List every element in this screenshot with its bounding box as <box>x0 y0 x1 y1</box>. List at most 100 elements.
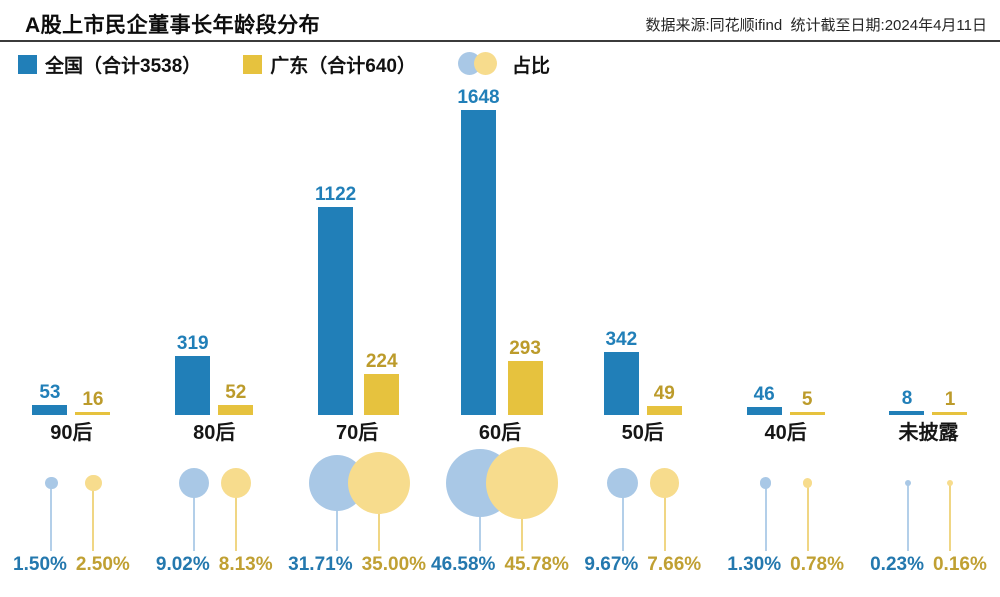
pct-pair: 1.30% 0.78% <box>714 552 857 578</box>
guangdong-bar-group: 224 <box>364 350 400 415</box>
pct-pair: 9.02% 8.13% <box>143 552 286 578</box>
national-bar <box>175 355 211 415</box>
national-bubble <box>45 476 58 490</box>
national-pct-label: 9.02% <box>155 554 210 575</box>
guangdong-value-label: 16 <box>82 389 104 410</box>
guangdong-bubble <box>486 447 558 519</box>
guangdong-value-label: 224 <box>365 350 398 372</box>
guangdong-bubble <box>85 474 102 492</box>
category-column: 46 5 40后 1.30% 0.78% <box>714 85 857 578</box>
national-bar-group: 342 <box>603 328 639 415</box>
national-bar <box>889 411 925 415</box>
national-bar <box>32 405 68 415</box>
category-label: 60后 <box>478 421 522 444</box>
guangdong-pct-label: 45.78% <box>504 554 569 575</box>
guangdong-value-label: 52 <box>225 382 247 404</box>
guangdong-bar-group: 293 <box>507 338 543 415</box>
national-bar <box>603 351 639 415</box>
guangdong-bubble-stem <box>92 483 95 551</box>
category-column: 1122 224 70后 31.71% 35.00% <box>286 85 429 578</box>
national-bubble-stem <box>764 483 767 551</box>
bubble-pair <box>429 445 572 552</box>
bar-pair: 1122 224 <box>286 85 429 415</box>
national-value-label: 319 <box>176 332 209 354</box>
bar-pair: 319 52 <box>143 85 286 415</box>
legend-item-national: 全国（合计3538） <box>18 51 201 78</box>
guangdong-bar-group: 52 <box>218 382 254 415</box>
national-value-label: 1122 <box>314 184 357 206</box>
legend: 全国（合计3538） 广东（合计640） 占比 <box>18 51 1000 78</box>
national-bubble-stem <box>621 483 624 551</box>
national-swatch-icon <box>18 54 37 74</box>
bubble-pair <box>571 445 714 552</box>
national-pct-label: 1.50% <box>13 554 67 575</box>
bubble-pair <box>714 445 857 552</box>
guangdong-pct-label: 0.16% <box>932 554 987 575</box>
bubble-pair <box>286 445 429 552</box>
national-value-label: 1648 <box>457 87 500 108</box>
category-column: 342 49 50后 9.67% 7.66% <box>571 85 714 578</box>
national-bar-group: 1648 <box>457 87 500 415</box>
national-value-label: 53 <box>39 382 61 404</box>
legend-label-guangdong: 广东（合计640） <box>270 55 416 77</box>
guangdong-pct-label: 8.13% <box>218 554 273 575</box>
guangdong-bar-group: 5 <box>789 389 825 415</box>
national-bubble <box>607 467 639 499</box>
guangdong-pct-label: 7.66% <box>647 554 702 575</box>
guangdong-bar <box>646 405 682 415</box>
category-label: 80后 <box>193 421 236 444</box>
bubble-pair <box>0 445 143 552</box>
header: A股上市民企董事长年龄段分布 数据来源:同花顺ifind 统计截至日期:2024… <box>0 0 1000 42</box>
bubble-pair <box>143 445 286 552</box>
national-bubble-stem <box>193 483 196 551</box>
category-label: 40后 <box>764 421 807 444</box>
national-bubble-stem <box>478 483 481 551</box>
pct-pair: 1.50% 2.50% <box>0 552 143 578</box>
national-bubble-stem <box>50 483 53 551</box>
bar-pair: 8 1 <box>857 85 1000 415</box>
national-bubble <box>759 477 772 489</box>
national-value-label: 46 <box>753 383 775 405</box>
national-bar <box>460 110 496 415</box>
guangdong-bubble <box>650 468 680 498</box>
bar-pair: 1648 293 <box>429 85 572 415</box>
pct-pair: 0.23% 0.16% <box>857 552 1000 578</box>
age-distribution-chart: 53 16 90后 1.50% 2.50% 319 <box>0 85 1000 578</box>
national-bar <box>318 207 354 415</box>
guangdong-bar <box>364 373 400 415</box>
guangdong-bar-group: 16 <box>75 389 111 415</box>
guangdong-bubble-stem <box>235 483 238 551</box>
guangdong-bar <box>507 360 543 415</box>
pct-pair: 9.67% 7.66% <box>571 552 714 578</box>
guangdong-bar <box>75 412 111 415</box>
guangdong-bar <box>932 412 968 415</box>
guangdong-pct-label: 0.78% <box>790 554 845 575</box>
national-pct-label: 0.23% <box>870 554 924 575</box>
national-bar-group: 319 <box>175 332 211 415</box>
national-bubble-stem <box>907 483 910 551</box>
category-column: 53 16 90后 1.50% 2.50% <box>0 85 143 578</box>
national-bubble-stem <box>336 483 339 551</box>
national-bar-group: 46 <box>746 383 782 415</box>
national-pct-label: 46.58% <box>431 554 496 575</box>
legend-label-ratio: 占比 <box>511 55 550 77</box>
page-title: A股上市民企董事长年龄段分布 <box>25 14 321 37</box>
category-column: 319 52 80后 9.02% 8.13% <box>143 85 286 578</box>
national-pct-label: 9.67% <box>584 554 639 575</box>
national-pct-label: 1.30% <box>727 554 782 575</box>
guangdong-bar-group: 49 <box>646 383 682 415</box>
guangdong-swatch-icon <box>243 54 263 74</box>
guangdong-value-label: 1 <box>944 389 956 410</box>
guangdong-bar <box>789 412 825 415</box>
national-bar-group: 8 <box>889 388 925 415</box>
category-label: 90后 <box>50 421 93 444</box>
national-value-label: 342 <box>605 328 638 350</box>
national-bubble <box>179 468 210 498</box>
national-bar-group: 53 <box>32 382 68 415</box>
bar-pair: 46 5 <box>714 85 857 415</box>
national-value-label: 8 <box>901 388 913 409</box>
category-label: 未披露 <box>898 421 959 444</box>
bubble-pair <box>857 445 1000 552</box>
data-source-note: 数据来源:同花顺ifind 统计截至日期:2024年4月11日 <box>645 17 987 34</box>
